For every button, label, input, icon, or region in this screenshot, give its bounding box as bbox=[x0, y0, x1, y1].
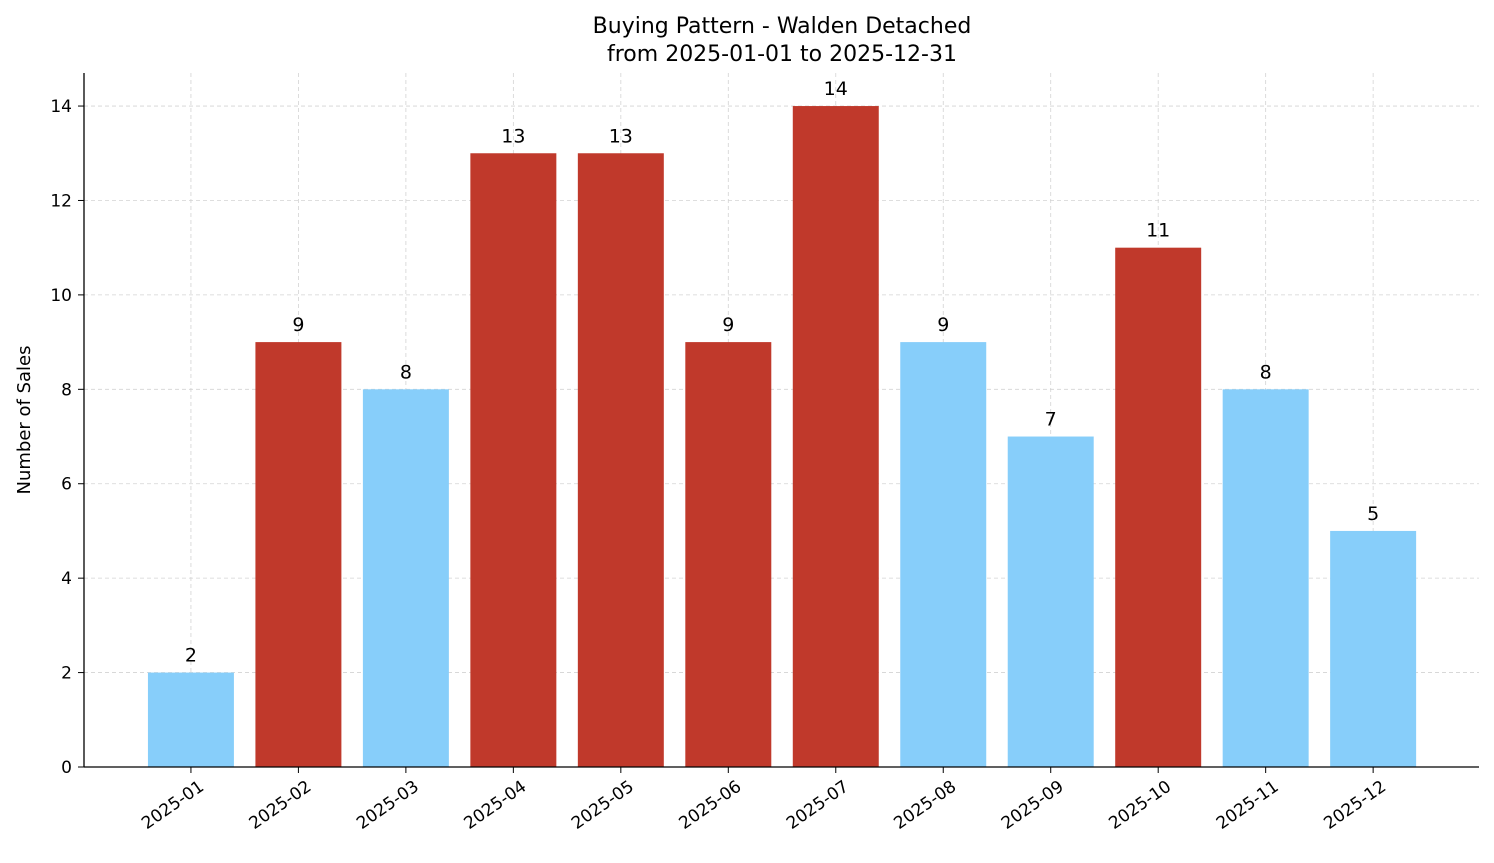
bar-2025-03 bbox=[362, 389, 449, 767]
chart-title: Buying Pattern - Walden Detached bbox=[593, 14, 972, 39]
x-tick-label: 2025-07 bbox=[783, 777, 853, 834]
data-label: 8 bbox=[1260, 361, 1272, 383]
data-label: 13 bbox=[501, 125, 525, 147]
x-tick-label: 2025-11 bbox=[1213, 777, 1283, 834]
bar-2025-05 bbox=[577, 153, 664, 768]
x-tick-label: 2025-02 bbox=[246, 777, 316, 834]
bar-2025-10 bbox=[1115, 247, 1202, 767]
bar-2025-07 bbox=[792, 106, 879, 768]
bar-2025-02 bbox=[255, 342, 342, 767]
data-label: 5 bbox=[1367, 503, 1379, 525]
data-label: 9 bbox=[722, 314, 734, 336]
bar-2025-12 bbox=[1330, 530, 1417, 767]
y-tick-label: 0 bbox=[61, 758, 72, 778]
bar-2025-11 bbox=[1222, 389, 1309, 767]
y-tick-label: 6 bbox=[61, 475, 72, 495]
x-tick-label: 2025-05 bbox=[568, 777, 638, 834]
bar-2025-09 bbox=[1007, 436, 1094, 767]
data-label: 9 bbox=[937, 314, 949, 336]
x-tick-label: 2025-09 bbox=[998, 777, 1068, 834]
y-tick-label: 10 bbox=[50, 286, 72, 306]
y-tick-label: 4 bbox=[61, 569, 72, 589]
x-tick-label: 2025-01 bbox=[138, 777, 208, 834]
bar-2025-08 bbox=[900, 342, 987, 767]
data-label: 11 bbox=[1146, 220, 1170, 242]
x-tick-label: 2025-06 bbox=[676, 777, 746, 834]
bar-2025-01 bbox=[147, 672, 234, 767]
y-tick-label: 12 bbox=[50, 191, 72, 211]
data-label: 8 bbox=[400, 361, 412, 383]
data-label: 13 bbox=[609, 125, 633, 147]
y-tick-label: 2 bbox=[61, 664, 72, 684]
data-label: 7 bbox=[1045, 409, 1057, 431]
bar-2025-04 bbox=[470, 153, 557, 768]
data-label: 14 bbox=[824, 78, 848, 100]
y-axis-label: Number of Sales bbox=[14, 345, 35, 494]
chart-subtitle: from 2025-01-01 to 2025-12-31 bbox=[607, 42, 957, 67]
data-label: 9 bbox=[292, 314, 304, 336]
y-tick-label: 8 bbox=[61, 380, 72, 400]
y-tick-label: 14 bbox=[50, 97, 72, 117]
x-tick-label: 2025-10 bbox=[1105, 777, 1175, 834]
data-label: 2 bbox=[185, 645, 197, 667]
x-tick-label: 2025-04 bbox=[461, 777, 531, 834]
x-tick-label: 2025-03 bbox=[353, 777, 423, 834]
bar-2025-06 bbox=[685, 342, 772, 767]
x-tick-label: 2025-08 bbox=[890, 777, 960, 834]
x-tick-label: 2025-12 bbox=[1320, 777, 1390, 834]
